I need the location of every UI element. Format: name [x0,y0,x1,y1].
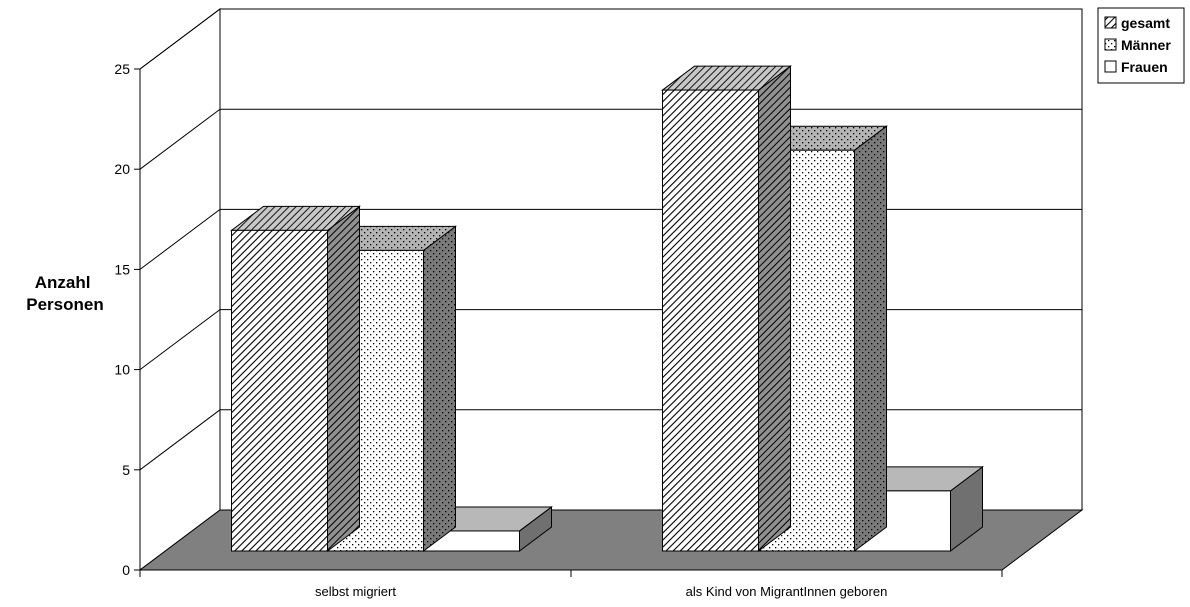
legend-swatch [1104,16,1117,29]
legend-label: gesamt [1121,15,1170,31]
legend-swatch [1104,60,1117,73]
y-tick-label-20: 20 [114,161,130,177]
side-wall [139,8,221,571]
bar-side [327,205,360,552]
bar-side [758,65,791,552]
x-tick-label-als-kind-von-migrantinnen-geboren: als Kind von MigrantInnen geboren [686,584,888,599]
y-tick-label-0: 0 [122,562,130,578]
gridline-20 [139,108,1082,170]
y-tick-label-5: 5 [122,462,130,478]
legend-item-frauen: Frauen [1104,59,1168,75]
bars [230,65,984,552]
legend-item-männer: Männer [1104,37,1171,53]
bar-gesamt-selbst-migriert [230,205,361,552]
legend-label: Frauen [1121,59,1168,75]
x-tick-label-selbst-migriert: selbst migriert [315,584,396,599]
y-tick-labels: 0 5 10 15 20 25 [114,61,130,578]
y-axis-label: Anzahl Personen [26,273,103,314]
bar-front [662,89,759,552]
bar-side [423,225,456,552]
y-tick-label-15: 15 [114,261,130,277]
y-tick-label-10: 10 [114,362,130,378]
y-tick-label-25: 25 [114,61,130,77]
legend-label: Männer [1121,37,1171,53]
gridline-25 [139,8,1082,70]
legend-swatch [1104,38,1117,51]
axes [134,68,1003,577]
legend-item-gesamt: gesamt [1104,15,1170,31]
x-category-labels: selbst migriert als Kind von MigrantInnen… [315,584,887,599]
bar-front [231,229,328,552]
bar-gesamt-als-kind-von-migrantinnen-geboren [661,65,792,552]
bar-side [854,125,887,552]
legend: gesamt Männer Frauen [1097,7,1185,84]
